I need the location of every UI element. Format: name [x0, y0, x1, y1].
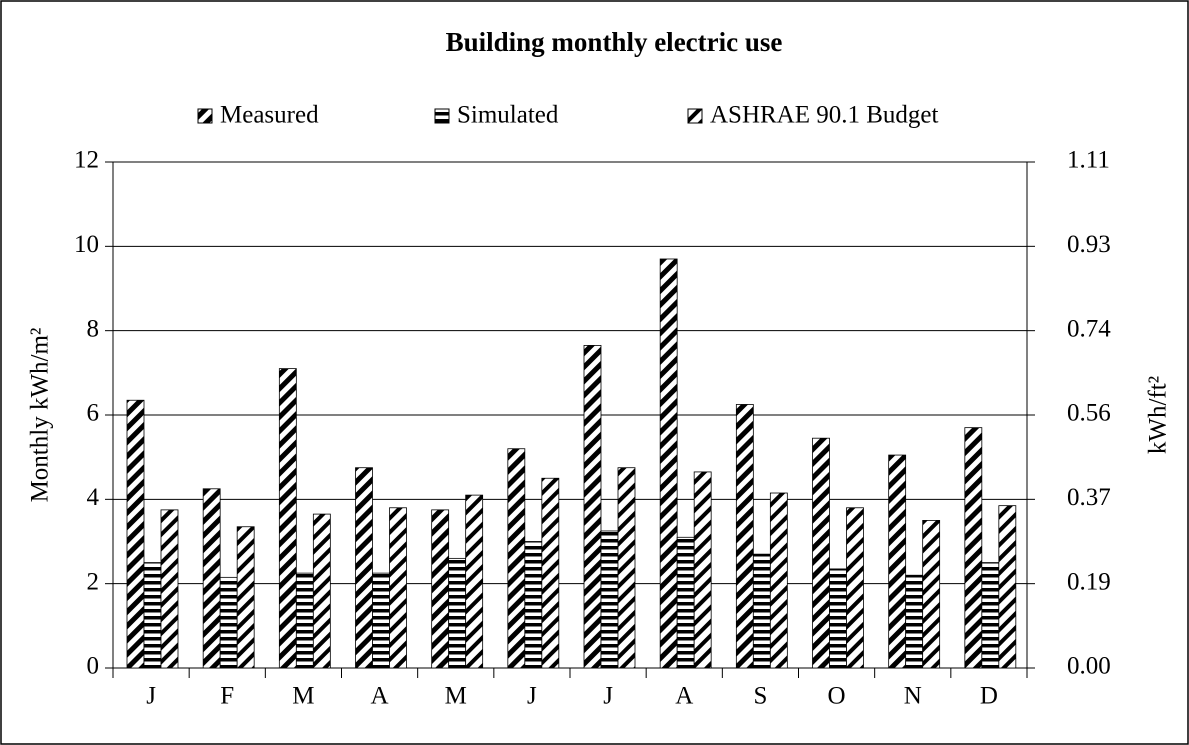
y2-tick-label: 0.37 [1067, 484, 1111, 511]
x-tick-label: J [527, 683, 537, 710]
bar [507, 448, 526, 669]
bar [600, 530, 619, 669]
bar [219, 576, 238, 669]
x-tick-label: J [603, 683, 613, 710]
legend-swatch [434, 108, 450, 124]
bar [143, 562, 162, 669]
legend-label: ASHRAE 90.1 Budget [710, 102, 939, 129]
bar [846, 507, 864, 669]
bar [160, 509, 179, 669]
bar [126, 399, 145, 669]
y-tick-label: 0 [87, 653, 100, 680]
bar [465, 494, 484, 669]
bar [735, 404, 754, 669]
y2-tick-label: 0.19 [1067, 568, 1111, 595]
bar [693, 471, 712, 669]
bar [981, 562, 1000, 669]
y-tick-label: 10 [74, 231, 99, 258]
x-tick-label: F [220, 683, 234, 710]
x-tick-label: N [904, 683, 922, 710]
y2-axis-label: kWh/ft² [1145, 376, 1172, 454]
y-tick-label: 12 [74, 147, 99, 174]
legend-swatch [197, 108, 213, 124]
x-tick-label: M [445, 683, 467, 710]
x-tick-label: M [292, 683, 314, 710]
x-tick-label: A [675, 683, 693, 710]
bar [389, 507, 407, 669]
bar [829, 568, 847, 669]
y2-tick-label: 0.74 [1067, 315, 1111, 342]
chart-title: Building monthly electric use [446, 27, 783, 57]
bar [541, 477, 560, 669]
y-tick-label: 4 [87, 484, 100, 511]
bar [964, 427, 983, 669]
bar [202, 488, 221, 669]
legend-label: Simulated [457, 102, 559, 129]
bar [659, 258, 678, 669]
bar [812, 437, 830, 669]
bar [888, 454, 907, 669]
bar [905, 574, 924, 669]
x-tick-label: O [828, 683, 846, 710]
y-tick-label: 2 [87, 568, 100, 595]
y-tick-label: 6 [87, 400, 100, 427]
y2-tick-label: 1.11 [1067, 147, 1110, 174]
bar [922, 520, 941, 669]
bar [617, 467, 636, 669]
x-tick-label: A [371, 683, 389, 710]
bar [583, 345, 602, 669]
bar [998, 505, 1017, 669]
bar [295, 572, 314, 669]
bar [524, 541, 543, 669]
bar [372, 572, 390, 669]
x-tick-label: S [753, 683, 767, 710]
y2-tick-label: 0.56 [1067, 400, 1111, 427]
x-tick-label: J [146, 683, 156, 710]
legend-swatch [687, 108, 703, 124]
legend-label: Measured [220, 102, 319, 129]
bar [769, 492, 788, 669]
bar [752, 553, 771, 669]
bar [448, 557, 467, 669]
bar [431, 509, 450, 669]
y2-tick-label: 0.93 [1067, 231, 1111, 258]
bar [236, 526, 255, 669]
bar [312, 513, 331, 669]
bar [676, 536, 695, 669]
bar [278, 368, 297, 669]
y-tick-label: 8 [87, 315, 100, 342]
y2-tick-label: 0.00 [1067, 653, 1111, 680]
bar [355, 467, 373, 669]
y-axis-label: Monthly kWh/m² [27, 328, 54, 503]
x-tick-label: D [980, 683, 998, 710]
